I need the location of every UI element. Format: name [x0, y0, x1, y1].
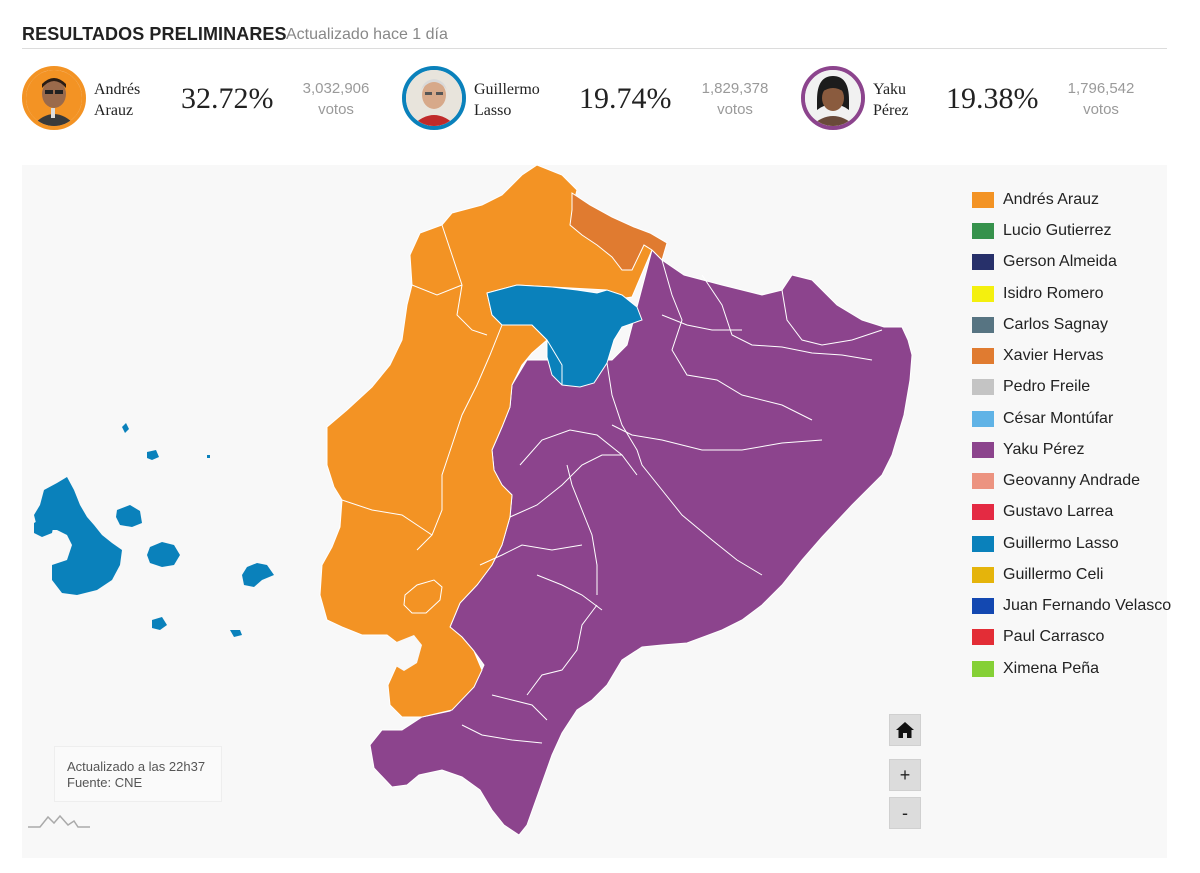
legend-item-larrea: Gustavo Larrea: [972, 502, 1182, 522]
results-header: RESULTADOS PRELIMINARES Actualizado hace…: [22, 22, 1167, 49]
gulf-water: [390, 635, 422, 671]
page-title: RESULTADOS PRELIMINARES: [22, 24, 287, 44]
updated-label: Actualizado hace 1 día: [286, 26, 448, 43]
pinta-island: [122, 423, 129, 433]
legend-swatch: [972, 629, 994, 645]
legend-item-carrasco: Paul Carrasco: [972, 627, 1182, 647]
espanola-island: [230, 630, 242, 637]
legend-label: Andrés Arauz: [1003, 191, 1100, 208]
legend-swatch: [972, 317, 994, 333]
san-cristobal-island: [242, 563, 274, 587]
legend-swatch: [972, 223, 994, 239]
footer-source: Fuente: CNE: [67, 775, 143, 790]
legend-item-gutierrez: Lucio Gutierrez: [972, 221, 1182, 241]
legend-swatch: [972, 254, 994, 270]
floreana-island: [152, 617, 167, 630]
legend-item-freile: Pedro Freile: [972, 377, 1182, 397]
legend-swatch: [972, 567, 994, 583]
legend-swatch: [972, 661, 994, 677]
legend-label: Isidro Romero: [1003, 285, 1104, 302]
legend-item-sagnay: Carlos Sagnay: [972, 315, 1182, 335]
region-lasso[interactable]: [486, 284, 643, 388]
legend-swatch: [972, 411, 994, 427]
legend-item-pena: Ximena Peña: [972, 659, 1182, 679]
home-button[interactable]: [889, 714, 921, 746]
legend-label: Guillermo Lasso: [1003, 535, 1119, 552]
legend-swatch: [972, 504, 994, 520]
legend-swatch: [972, 379, 994, 395]
avatar-perez: [801, 66, 865, 130]
home-icon: [896, 722, 914, 738]
legend-label: Ximena Peña: [1003, 660, 1100, 677]
legend-swatch: [972, 286, 994, 302]
candidate-card-arauz: Andrés Arauz 32.72% 3,032,906 votos: [22, 66, 382, 132]
legend-label: Gerson Almeida: [1003, 253, 1117, 270]
legend-label: Lucio Gutierrez: [1003, 222, 1112, 239]
province-borders: [341, 224, 883, 744]
legend-item-perez: Yaku Pérez: [972, 440, 1182, 460]
brand-logo-icon: [28, 814, 90, 828]
legend-item-andrade: Geovanny Andrade: [972, 471, 1182, 491]
legend-item-arauz: Andrés Arauz: [972, 190, 1182, 210]
legend-item-velasco: Juan Fernando Velasco: [972, 596, 1182, 616]
candidate-percent: 19.38%: [946, 82, 1039, 115]
legend-swatch: [972, 192, 994, 208]
avatar-arauz: [22, 66, 86, 130]
portrait-icon: [805, 70, 861, 126]
isabela-island: [34, 477, 122, 595]
region-hervas[interactable]: [569, 192, 668, 271]
candidate-percent: 32.72%: [181, 82, 274, 115]
candidate-card-perez: Yaku Pérez 19.38% 1,796,542 votos: [801, 66, 1181, 132]
legend-label: Juan Fernando Velasco: [1003, 597, 1172, 614]
fernandina-island: [34, 517, 54, 537]
zoom-out-button[interactable]: -: [889, 797, 921, 829]
candidate-votes: 1,829,378 votos: [701, 80, 769, 118]
legend-swatch: [972, 442, 994, 458]
legend-item-celi: Guillermo Celi: [972, 565, 1182, 585]
legend-swatch: [972, 598, 994, 614]
ecuador-map[interactable]: [22, 165, 1167, 858]
footer-updated: Actualizado a las 22h37: [67, 759, 206, 774]
genovesa-island: [207, 455, 210, 458]
legend-label: Paul Carrasco: [1003, 628, 1105, 645]
marchena-island: [147, 450, 159, 460]
galapagos-islands[interactable]: [34, 423, 274, 637]
portrait-icon: [406, 70, 462, 126]
legend-label: Carlos Sagnay: [1003, 316, 1108, 333]
portrait-icon: [26, 70, 82, 126]
legend-label: Pedro Freile: [1003, 378, 1091, 395]
legend-label: Geovanny Andrade: [1003, 472, 1140, 489]
legend-swatch: [972, 536, 994, 552]
santiago-island: [116, 505, 142, 527]
legend-item-romero: Isidro Romero: [972, 284, 1182, 304]
zoom-in-button[interactable]: +: [889, 759, 921, 791]
legend-label: Yaku Pérez: [1003, 441, 1085, 458]
info-box: Actualizado a las 22h37 Fuente: CNE: [54, 746, 222, 802]
candidate-name: Yaku Pérez: [873, 81, 909, 119]
santa-cruz-island: [147, 542, 180, 567]
legend-label: Gustavo Larrea: [1003, 503, 1114, 520]
legend-label: Guillermo Celi: [1003, 566, 1104, 583]
legend-swatch: [972, 348, 994, 364]
candidate-percent: 19.74%: [579, 82, 672, 115]
legend-label: Xavier Hervas: [1003, 347, 1104, 364]
avatar-lasso: [402, 66, 466, 130]
legend-item-hervas: Xavier Hervas: [972, 346, 1182, 366]
legend-item-montufar: César Montúfar: [972, 409, 1182, 429]
puna-island[interactable]: [403, 579, 443, 614]
candidate-votes: 1,796,542 votos: [1067, 80, 1135, 118]
legend-label: César Montúfar: [1003, 410, 1114, 427]
map-panel[interactable]: Andrés Arauz Lucio Gutierrez Gerson Alme…: [22, 165, 1171, 858]
legend-item-almeida: Gerson Almeida: [972, 252, 1182, 272]
legend-item-lasso: Guillermo Lasso: [972, 534, 1182, 554]
legend-swatch: [972, 473, 994, 489]
candidate-votes: 3,032,906 votos: [302, 80, 370, 118]
candidate-name: Guillermo Lasso: [474, 81, 540, 119]
candidate-card-lasso: Guillermo Lasso 19.74% 1,829,378 votos: [402, 66, 782, 132]
candidate-name: Andrés Arauz: [94, 81, 141, 119]
